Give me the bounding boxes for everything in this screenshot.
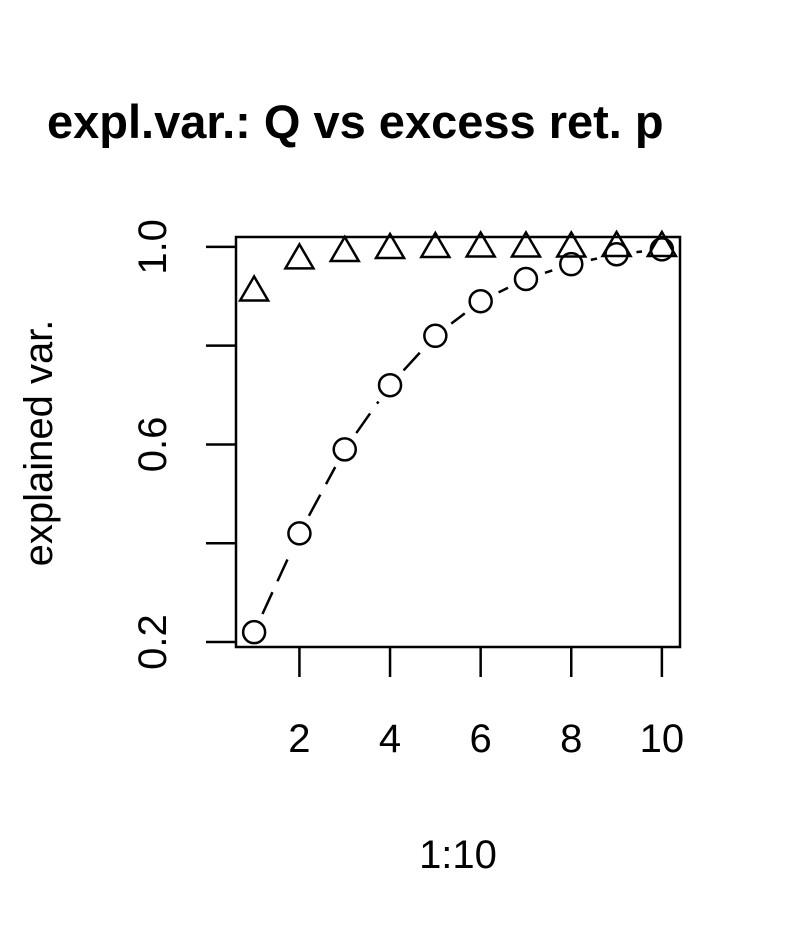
circle-point [287,521,312,546]
circle-point [513,266,539,292]
series-1-segment [261,551,293,615]
triangle-point [373,231,407,260]
series-1-segment [498,286,509,294]
circle-point [649,237,675,262]
triangle-point [645,229,679,258]
y-axis: 0.2 0.6 1.0 [131,219,236,670]
series-1-segment [544,269,553,274]
x-axis: 2 4 6 8 10 [288,647,684,761]
series-1-segment [355,400,380,434]
triangle-point [600,229,633,258]
chart-title: expl.var.: Q vs excess ret. p [47,95,664,148]
triangle-point [509,230,543,258]
series-1-segment [307,466,337,517]
circle-point [559,251,584,277]
circle-point [423,323,448,349]
series-lines [261,250,643,615]
circle-point [332,437,357,462]
circle-point [377,372,403,398]
triangle-point [283,241,316,270]
triangle-point [555,230,588,258]
x-tick-label: 6 [470,717,492,761]
y-tick-label: 0.2 [131,614,175,670]
series-1-segment [450,312,466,325]
y-tick-label: 0.6 [131,417,175,473]
x-tick-label: 4 [379,717,401,761]
plot-area: 2 4 6 8 10 0.2 0.6 1.0 [131,219,684,761]
x-axis-label: 1:10 [419,833,497,877]
triangle-point [419,230,452,259]
x-tick-label: 10 [640,717,685,761]
triangle-point [328,234,361,263]
series-1-segment [636,250,643,254]
series-1-segment [402,349,423,372]
plot-frame [234,235,682,649]
y-axis-label: explained var. [17,320,61,567]
circle-point [604,242,629,267]
series-1-segment [590,257,598,262]
series-points [237,229,679,645]
triangle-point [237,273,271,302]
triangle-point [464,230,497,258]
circle-point [468,288,493,314]
circle-point [241,619,267,645]
x-tick-label: 8 [560,717,582,761]
x-tick-label: 2 [288,717,310,761]
y-tick-label: 1.0 [131,219,175,275]
